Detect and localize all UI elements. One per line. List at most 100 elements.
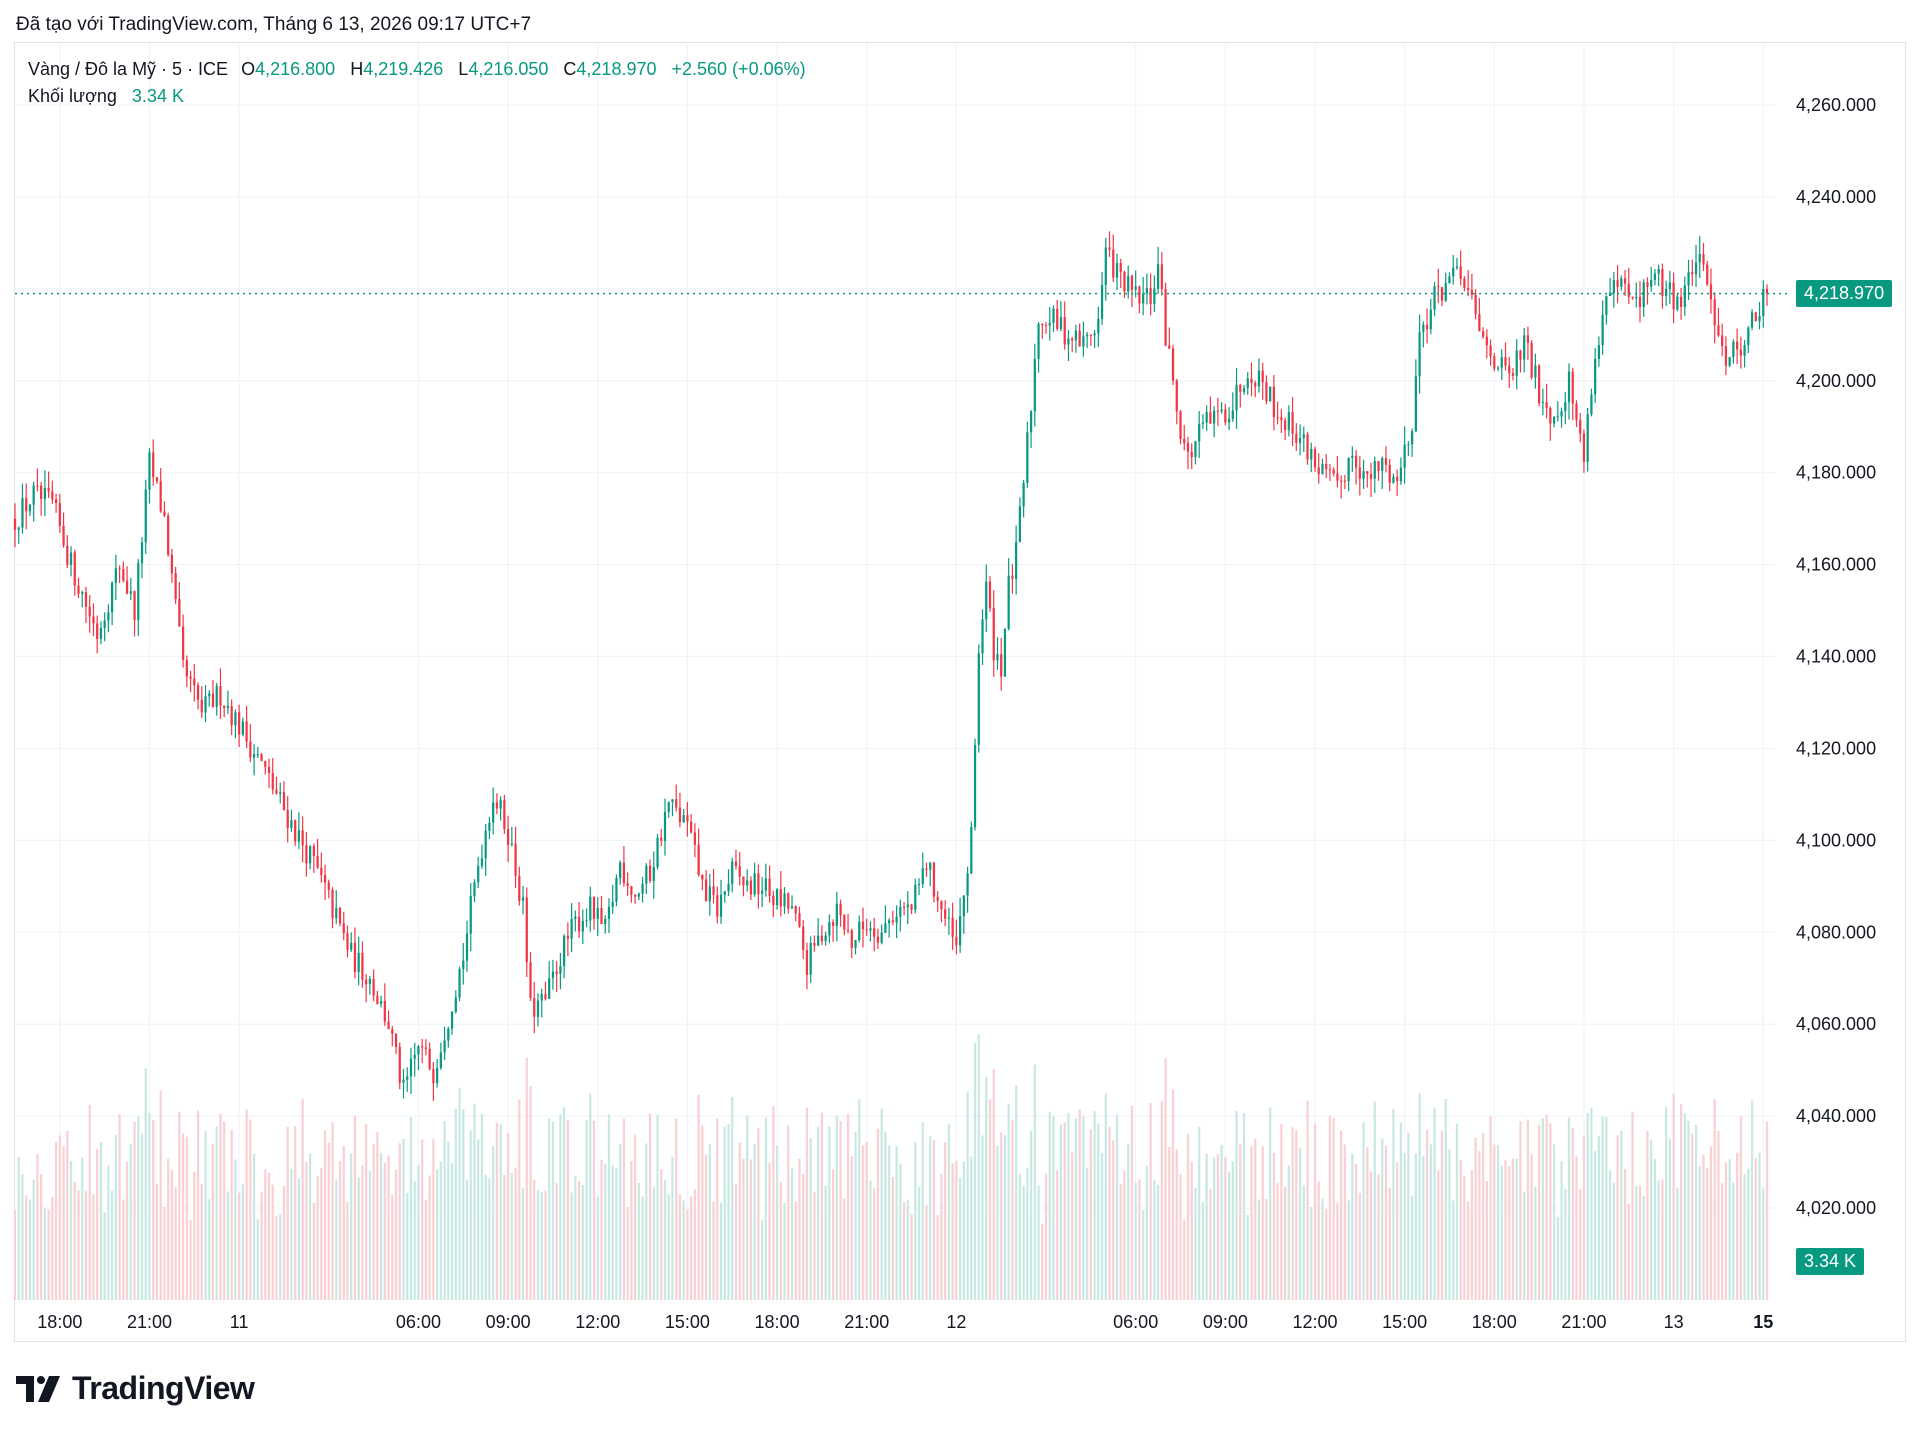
volume-bar bbox=[193, 1171, 196, 1300]
candle-body bbox=[1298, 437, 1302, 443]
volume-bar bbox=[1224, 1157, 1227, 1300]
candle-body bbox=[223, 705, 226, 709]
open-value: 4,216.800 bbox=[255, 59, 336, 79]
candle-body bbox=[850, 930, 853, 948]
volume-bar bbox=[383, 1163, 386, 1300]
candle-body bbox=[1422, 324, 1425, 332]
candle-body bbox=[1257, 370, 1261, 387]
candle-body bbox=[1616, 280, 1619, 287]
candle-body bbox=[869, 928, 872, 931]
candle-body bbox=[73, 552, 76, 586]
candle-body bbox=[1481, 331, 1485, 337]
candle-body bbox=[342, 923, 345, 934]
candle-body bbox=[1347, 457, 1350, 482]
volume-bar bbox=[1440, 1130, 1444, 1300]
volume-bar bbox=[1489, 1116, 1492, 1300]
candle-body bbox=[1728, 357, 1731, 366]
candle-body bbox=[944, 909, 947, 919]
candle-body bbox=[1362, 471, 1365, 479]
candle-body bbox=[723, 891, 726, 895]
volume-bar bbox=[305, 1161, 308, 1300]
volume-bar bbox=[1175, 1149, 1178, 1300]
volume-bar bbox=[1373, 1101, 1376, 1300]
price-axis[interactable]: 4,260.0004,240.0004,220.0004,200.0004,18… bbox=[1796, 95, 1876, 1218]
candle-body bbox=[1683, 285, 1686, 307]
candle-body bbox=[701, 874, 704, 880]
volume-bar bbox=[604, 1163, 607, 1300]
candle-body bbox=[1709, 284, 1713, 300]
volume-bar bbox=[290, 1168, 293, 1300]
candle-body bbox=[148, 452, 151, 490]
candle-body bbox=[1691, 272, 1694, 275]
grid bbox=[15, 44, 1776, 1300]
symbol-title[interactable]: Vàng / Đô la Mỹ · 5 · ICE bbox=[28, 59, 229, 79]
tradingview-logo[interactable]: TradingView bbox=[16, 1370, 255, 1407]
volume-bar bbox=[316, 1176, 319, 1300]
volume-bar bbox=[962, 1161, 965, 1300]
volume-bar bbox=[73, 1181, 76, 1300]
candle-body bbox=[764, 878, 767, 891]
candle-body bbox=[514, 843, 517, 877]
volume-bar bbox=[917, 1186, 921, 1300]
candle-body bbox=[1534, 365, 1537, 378]
candle-body bbox=[1082, 336, 1085, 347]
time-axis[interactable]: 18:00 21:00 11 06:00 09:00 12:00 15:00 18:00 21:… bbox=[37, 1312, 1773, 1332]
volume-bar bbox=[906, 1199, 909, 1300]
candle-body bbox=[219, 686, 222, 706]
candle-body bbox=[275, 789, 278, 794]
candle-body bbox=[1093, 333, 1096, 336]
candle-body bbox=[697, 844, 700, 875]
volume-bar bbox=[1164, 1058, 1167, 1300]
candle-body bbox=[884, 923, 887, 933]
volume-bar bbox=[970, 1156, 973, 1300]
volume-bar bbox=[619, 1144, 622, 1300]
volume-bar bbox=[1190, 1161, 1193, 1300]
candle-body bbox=[633, 894, 637, 897]
volume-bar bbox=[1015, 1085, 1018, 1300]
x-tick-label: 12:00 bbox=[1292, 1312, 1337, 1332]
candle-body bbox=[1414, 376, 1417, 432]
volume-bar bbox=[432, 1139, 435, 1300]
volume-bar bbox=[551, 1121, 555, 1300]
candle-body bbox=[196, 685, 200, 700]
candle-body bbox=[690, 821, 693, 833]
volume-bar bbox=[1571, 1127, 1574, 1300]
candle-body bbox=[757, 873, 760, 894]
volume-bar bbox=[368, 1170, 372, 1300]
volume-bar bbox=[477, 1139, 480, 1300]
chart-pane[interactable] bbox=[14, 42, 1906, 1342]
candle-body bbox=[1007, 575, 1010, 629]
volume-bar bbox=[492, 1146, 495, 1300]
low-label: L bbox=[458, 59, 469, 79]
volume-bar bbox=[1093, 1111, 1096, 1300]
candle-body bbox=[69, 552, 73, 565]
candle-body bbox=[1679, 296, 1683, 307]
candle-body bbox=[1429, 309, 1432, 330]
candle-body bbox=[858, 921, 861, 941]
candle-body bbox=[1571, 371, 1574, 404]
candle-body bbox=[1541, 402, 1544, 404]
candle-body bbox=[1642, 282, 1645, 307]
volume-label[interactable]: Khối lượng bbox=[28, 86, 117, 106]
volume-bar bbox=[81, 1157, 84, 1300]
x-tick-label: 15:00 bbox=[1382, 1312, 1427, 1332]
volume-bar bbox=[428, 1175, 431, 1300]
candle-body bbox=[790, 906, 794, 909]
volume-bar bbox=[1403, 1153, 1406, 1300]
candle-body bbox=[174, 573, 177, 600]
candle-body bbox=[428, 1048, 431, 1070]
candle-body bbox=[1317, 467, 1320, 475]
volume-bar bbox=[772, 1106, 775, 1300]
volume-bar bbox=[645, 1143, 648, 1300]
volume-bar bbox=[379, 1152, 383, 1300]
volume-bar bbox=[62, 1145, 65, 1300]
candle-body bbox=[450, 1011, 454, 1029]
volume-bar bbox=[200, 1184, 203, 1300]
candle-body bbox=[477, 865, 480, 883]
candle-body bbox=[215, 686, 218, 707]
candle-body bbox=[335, 908, 338, 919]
candle-body bbox=[1336, 473, 1339, 481]
candle-body bbox=[1493, 356, 1496, 369]
candle-body bbox=[32, 485, 35, 505]
